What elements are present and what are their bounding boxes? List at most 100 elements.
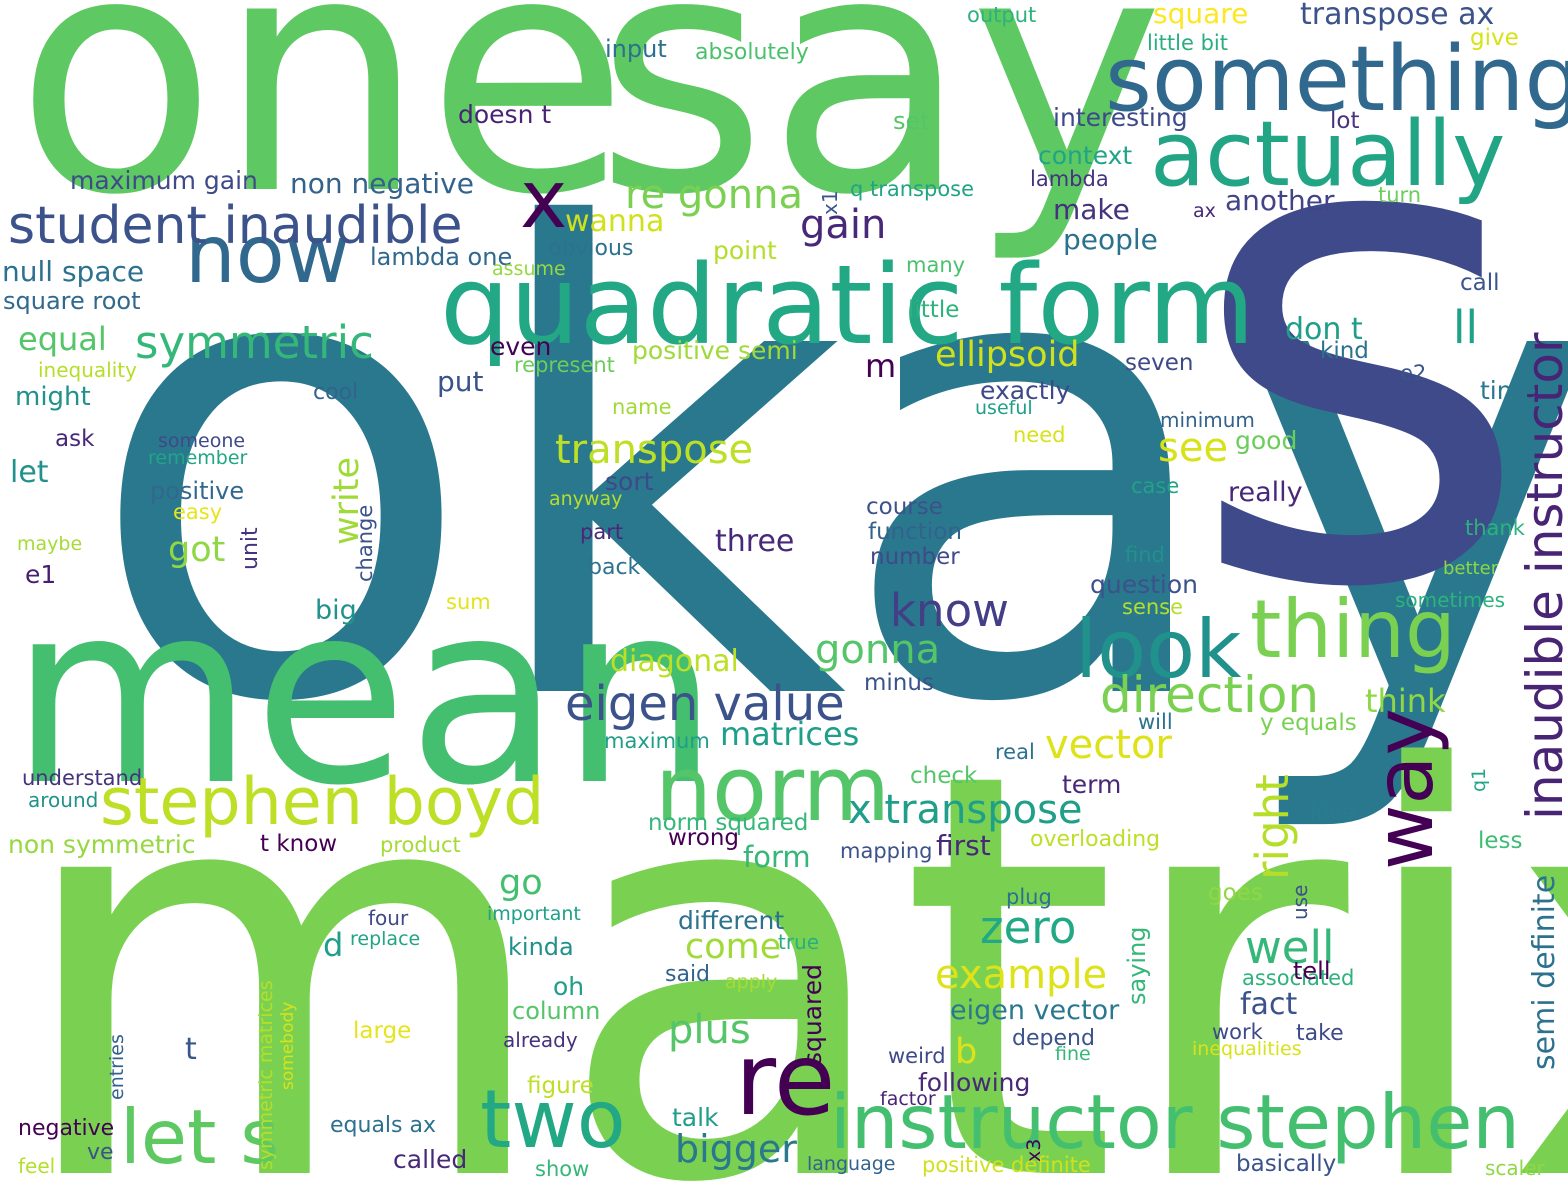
- word-find: find: [1125, 543, 1165, 567]
- word-maximum: maximum: [604, 729, 710, 753]
- word-x: x: [520, 153, 568, 246]
- word-kinda: kinda: [508, 933, 574, 961]
- word-go: go: [499, 863, 543, 903]
- word-course: course: [866, 494, 943, 520]
- word-semi-definite: semi definite: [1527, 874, 1562, 1070]
- word-associated: associated: [1242, 966, 1355, 990]
- word-part: part: [580, 520, 624, 544]
- word-positive-definite: positive definite: [922, 1153, 1091, 1177]
- word-real: real: [995, 740, 1035, 764]
- word-matrix: matrix: [10, 654, 1568, 1185]
- word-m: m: [865, 347, 897, 385]
- word-saying: saying: [1123, 926, 1151, 1005]
- word-inequality: inequality: [38, 358, 137, 382]
- word-vector: vector: [1045, 722, 1172, 768]
- word-three: three: [715, 524, 795, 559]
- word-inaudible-instructor: inaudible instructor: [1516, 332, 1568, 820]
- word-overloading: overloading: [1030, 827, 1161, 852]
- word-entries: entries: [106, 1034, 128, 1100]
- word-important: important: [487, 903, 581, 925]
- word-ax: ax: [1193, 200, 1216, 222]
- word-context: context: [1038, 141, 1133, 170]
- word-apply: apply: [725, 971, 778, 993]
- word-ellipsoid: ellipsoid: [935, 335, 1080, 375]
- word-matrices: matrices: [720, 715, 860, 753]
- word-following: following: [918, 1068, 1031, 1097]
- word-say: say: [595, 0, 1165, 267]
- word-number: number: [870, 544, 960, 570]
- word-transpose-ax: transpose ax: [1300, 0, 1495, 32]
- word-transpose: transpose: [555, 427, 754, 473]
- word-assume: assume: [492, 258, 566, 280]
- word-equals-ax: equals ax: [330, 1113, 436, 1138]
- word-thank: thank: [1465, 516, 1525, 540]
- word-large: large: [353, 1018, 412, 1044]
- word-way: way: [1358, 708, 1451, 870]
- word-plug: plug: [1006, 885, 1052, 909]
- word-column: column: [512, 997, 601, 1025]
- word-take: take: [1296, 1021, 1344, 1046]
- word-ll: ll: [1453, 301, 1479, 354]
- word-around: around: [28, 788, 99, 812]
- word-good: good: [1235, 426, 1298, 455]
- word-got: got: [168, 530, 226, 570]
- word-name: name: [612, 395, 672, 419]
- word-squared: squared: [798, 963, 827, 1065]
- word-y-equals: y equals: [1260, 710, 1357, 736]
- word-replace: replace: [350, 928, 421, 950]
- word-e2: e2: [1400, 361, 1427, 385]
- word-mean: mean: [10, 549, 719, 840]
- word-weird: weird: [888, 1044, 946, 1068]
- word-big: big: [315, 595, 357, 626]
- word-better: better: [1443, 558, 1499, 579]
- word-scaler: scaler: [1485, 1156, 1545, 1180]
- word-called: called: [393, 1145, 468, 1174]
- word-t-know: t know: [260, 831, 338, 857]
- word-depend: depend: [1012, 1026, 1095, 1051]
- word-wanna: wanna: [565, 204, 665, 239]
- word-call: call: [1460, 270, 1500, 296]
- word-point: point: [713, 236, 777, 265]
- word-d: d: [323, 926, 344, 964]
- word-quadratic-form: quadratic form: [440, 241, 1256, 369]
- word-useful: useful: [975, 397, 1033, 419]
- word-non-symmetric: non symmetric: [8, 830, 196, 859]
- word-remember: remember: [148, 447, 248, 469]
- word-come: come: [685, 927, 782, 967]
- word-really: really: [1228, 477, 1303, 508]
- word-instructor-stephen: instructor stephen: [830, 1078, 1520, 1166]
- word-maybe: maybe: [17, 533, 83, 555]
- word-case: case: [1131, 474, 1180, 498]
- word-norm: norm: [655, 737, 891, 842]
- word-sometimes: sometimes: [1395, 588, 1506, 612]
- word-something: something: [1105, 27, 1568, 132]
- word-t: t: [185, 1032, 197, 1067]
- word-maximum-gain: maximum gain: [70, 166, 258, 195]
- word-gonna: gonna: [815, 627, 941, 673]
- word-let: let: [10, 455, 49, 490]
- word-figure: figure: [527, 1073, 594, 1099]
- word-might: might: [15, 382, 91, 412]
- word-s: s: [1185, 0, 1535, 735]
- word-sense: sense: [1122, 595, 1184, 619]
- word-right: right: [1246, 774, 1299, 880]
- word-ve: ve: [87, 1140, 114, 1165]
- word-bigger: bigger: [675, 1127, 797, 1171]
- word-eigen-value: eigen value: [565, 676, 845, 732]
- word-will: will: [1138, 710, 1173, 734]
- word-set: set: [893, 107, 930, 135]
- word-equal: equal: [18, 320, 107, 358]
- word-represent: represent: [514, 353, 615, 377]
- word-re-gonna: re gonna: [625, 172, 803, 218]
- word-idea: idea: [1310, 800, 1355, 824]
- word-non-negative: non negative: [290, 167, 474, 200]
- word-positive-semi: positive semi: [632, 336, 798, 365]
- word-stephen-boyd: stephen boyd: [100, 765, 545, 840]
- word-minus: minus: [864, 670, 934, 696]
- word-form: form: [743, 840, 811, 874]
- word-seven: seven: [1125, 350, 1194, 376]
- word-symmetric: symmetric: [135, 316, 374, 369]
- word-b: b: [955, 1032, 978, 1072]
- word-sort: sort: [605, 467, 654, 496]
- word-sum: sum: [446, 590, 491, 614]
